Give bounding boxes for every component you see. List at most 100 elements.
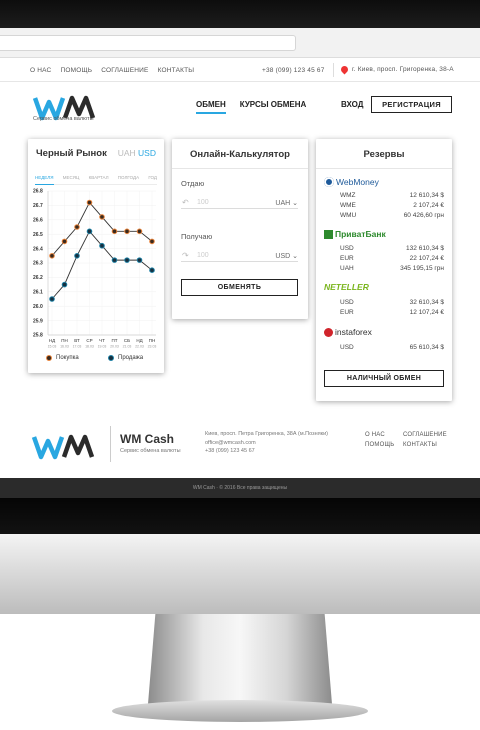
reserve-row: USD 132 610,34 $ xyxy=(340,245,444,252)
data-point-sell xyxy=(149,267,155,273)
data-point-sell xyxy=(49,296,55,302)
reserve-currency: WME xyxy=(340,202,356,209)
chevron-down-icon: ⌄ xyxy=(292,253,298,260)
x-tick-label: ВТ xyxy=(74,338,80,343)
top-link-about[interactable]: О НАС xyxy=(30,67,52,74)
reserve-currency: USD xyxy=(340,245,354,252)
divider xyxy=(333,63,334,77)
top-info-bar: О НАС ПОМОЩЬ СОГЛАШЕНИЕ КОНТАКТЫ +38 (09… xyxy=(0,58,480,82)
tab-week[interactable]: НЕДЕЛЯ xyxy=(35,175,54,185)
reserve-currency: WMU xyxy=(340,212,357,219)
give-field[interactable]: ↶ 100 UAH ⌄ xyxy=(181,196,298,209)
tab-month[interactable]: МЕСЯЦ xyxy=(62,175,80,180)
data-point-sell xyxy=(111,257,118,263)
footer-link-agreement[interactable]: СОГЛАШЕНИЕ xyxy=(403,432,447,438)
y-tick-label: 25.9 xyxy=(33,318,43,324)
reserve-row: UAH 345 195,15 грн xyxy=(340,265,444,272)
privatbank-name: ПриватБанк xyxy=(335,229,386,239)
legend-buy: Покупка xyxy=(46,355,79,361)
get-label: Получаю xyxy=(181,232,213,241)
legend-buy-label: Покупка xyxy=(56,355,79,361)
website-screen: О НАС ПОМОЩЬ СОГЛАШЕНИЕ КОНТАКТЫ +38 (09… xyxy=(0,58,480,498)
reserves-title: Резервы xyxy=(363,149,405,160)
data-point-sell xyxy=(124,257,130,263)
register-button[interactable]: РЕГИСТРАЦИЯ xyxy=(371,96,452,113)
footer-logo[interactable] xyxy=(31,433,97,463)
address-bar[interactable] xyxy=(0,35,296,51)
reserve-amount: 65 610,34 $ xyxy=(409,344,444,351)
exchange-button[interactable]: ОБМЕНЯТЬ xyxy=(181,279,298,296)
data-point-sell xyxy=(86,228,93,235)
calculator-card: Онлайн-Калькулятор Отдаю ↶ 100 UAH ⌄ Пол… xyxy=(172,139,308,319)
monitor-chin xyxy=(0,534,480,614)
divider xyxy=(316,168,452,169)
instaforex-name: instaforex xyxy=(335,327,372,337)
nav-exchange[interactable]: ОБМЕН xyxy=(196,100,226,114)
rate-line-chart: 25.8 25.9 26.0 26.1 26.2 26.3 26.4 26.5 26.6 26.7… xyxy=(33,189,156,349)
x-tick-label: СР xyxy=(86,338,92,343)
x-tick-date: 20.03 xyxy=(110,345,119,349)
arrow-right-icon: ↷ xyxy=(182,251,189,260)
give-amount[interactable]: 100 xyxy=(197,199,209,206)
y-tick-label: 26.8 xyxy=(33,189,43,195)
y-tick-label: 26.0 xyxy=(33,304,43,310)
x-tick-label: ПТ xyxy=(112,338,118,343)
x-tick-label: НД xyxy=(136,338,142,343)
data-point-buy xyxy=(49,253,55,259)
footer-link-about[interactable]: О НАС xyxy=(365,432,385,438)
reserve-currency: EUR xyxy=(340,255,354,262)
y-tick-label: 26.1 xyxy=(33,290,43,296)
reserve-row: EUR 12 107,24 € xyxy=(340,309,444,316)
top-link-agreement[interactable]: СОГЛАШЕНИЕ xyxy=(101,67,149,74)
legend-sell: Продажа xyxy=(108,355,143,361)
instaforex-logo-icon xyxy=(324,327,333,337)
reserve-amount: 60 426,60 грн xyxy=(403,212,444,219)
get-currency-select[interactable]: USD ⌄ xyxy=(275,252,298,260)
give-label: Отдаю xyxy=(181,179,205,188)
x-tick-date: 15.03 xyxy=(48,345,57,349)
data-point-buy xyxy=(124,228,130,235)
footer-link-contacts[interactable]: КОНТАКТЫ xyxy=(403,442,437,448)
monitor-bezel-top xyxy=(0,0,480,28)
give-currency: UAH xyxy=(275,200,291,207)
get-field[interactable]: ↷ 100 USD ⌄ xyxy=(181,249,298,262)
reserve-row: USD 65 610,34 $ xyxy=(340,344,444,351)
top-link-contacts[interactable]: КОНТАКТЫ xyxy=(157,67,195,74)
reserve-amount: 345 195,15 грн xyxy=(400,265,444,272)
reserve-row: USD 32 610,34 $ xyxy=(340,299,444,306)
webmoney-name: WebMoney xyxy=(336,177,379,187)
login-link[interactable]: ВХОД xyxy=(341,100,364,109)
neteller-brand: NETELLER xyxy=(324,282,369,292)
x-tick-date: 18.03 xyxy=(85,345,94,349)
x-tick-label: ПН xyxy=(149,338,155,343)
data-point-buy xyxy=(99,214,105,220)
nav-rates[interactable]: КУРСЫ ОБМЕНА xyxy=(239,100,307,109)
reserve-currency: WMZ xyxy=(340,192,356,199)
currency-uah[interactable]: UAH xyxy=(117,148,136,158)
chevron-down-icon: ⌄ xyxy=(292,200,298,207)
footer-link-help[interactable]: ПОМОЩЬ xyxy=(365,442,395,448)
give-currency-select[interactable]: UAH ⌄ xyxy=(275,199,298,207)
black-market-card: Черный Рынок UAH USD НЕДЕЛЯ МЕСЯЦ КВАРТА… xyxy=(28,139,164,373)
tab-year[interactable]: ГОД xyxy=(148,175,157,180)
get-amount[interactable]: 100 xyxy=(197,252,209,259)
data-point-buy xyxy=(86,199,93,206)
privatbank-logo-icon xyxy=(324,229,333,239)
wm-logo[interactable] xyxy=(33,94,97,124)
address-text: г. Киев, просп. Григоренка, 38-А xyxy=(352,66,454,73)
webmoney-globe-icon xyxy=(324,177,334,187)
x-tick-label: НД xyxy=(49,338,55,343)
top-link-help[interactable]: ПОМОЩЬ xyxy=(60,67,93,74)
data-point-buy xyxy=(136,228,143,235)
market-title: Черный Рынок xyxy=(36,148,107,159)
buy-dot-icon xyxy=(46,355,52,361)
reserve-amount: 132 610,34 $ xyxy=(406,245,444,252)
y-tick-label: 26.7 xyxy=(33,203,43,209)
tab-halfyear[interactable]: ПОЛГОДА xyxy=(117,175,140,180)
currency-usd[interactable]: USD xyxy=(138,148,156,158)
cash-exchange-button[interactable]: НАЛИЧНЫЙ ОБМЕН xyxy=(324,370,444,387)
footer-email[interactable]: office@wmcash.com xyxy=(205,439,256,446)
divider xyxy=(172,168,308,169)
x-tick-label: ПН xyxy=(61,338,67,343)
tab-quarter[interactable]: КВАРТАЛ xyxy=(88,175,109,180)
